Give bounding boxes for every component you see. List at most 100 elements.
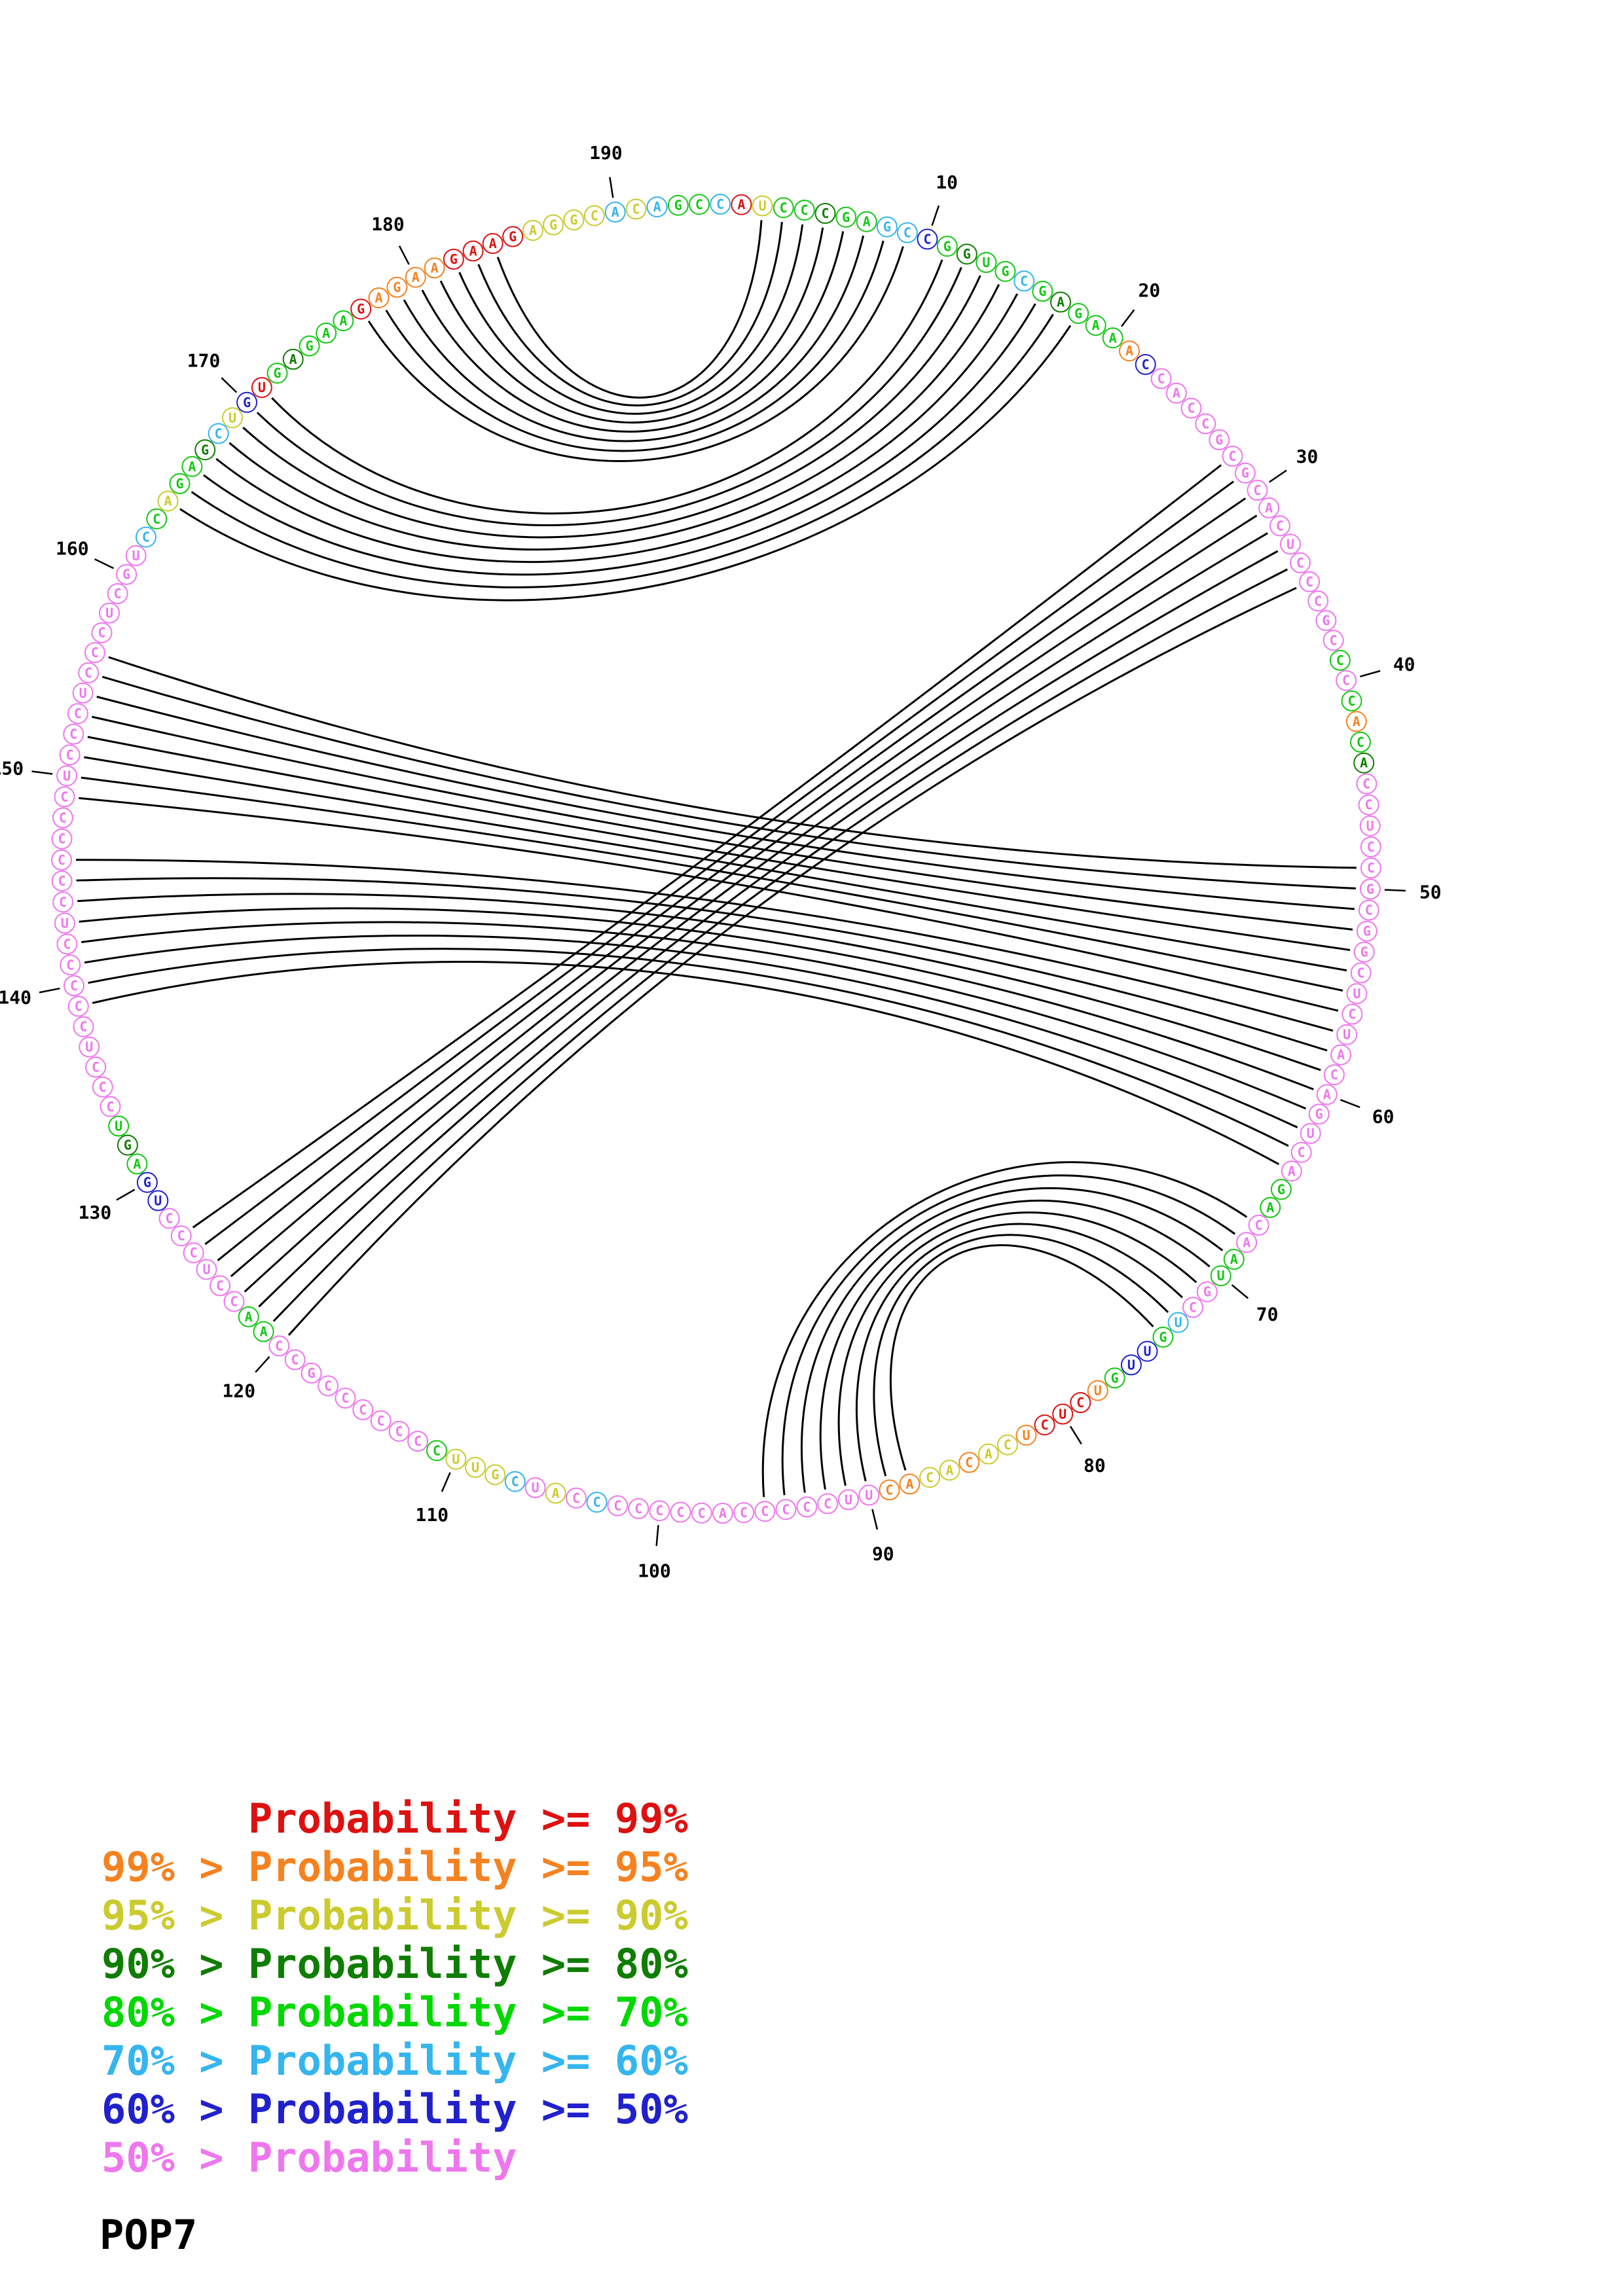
nucleotide-letter: G [549,217,557,233]
nucleotide-circle [876,216,898,238]
nucleotide-circle [333,310,354,332]
nucleotide-letter: C [74,706,82,721]
nucleotide-circle [368,287,390,309]
nucleotide-letter: C [740,1505,748,1520]
nucleotide-letter: G [1203,1284,1211,1300]
nucleotide-letter: G [1074,306,1082,321]
nucleotide-circle [1350,962,1372,984]
nucleotide-letter: C [377,1413,385,1429]
nucleotide-letter: U [865,1487,873,1503]
pair-arc [96,696,1355,910]
nucleotide-letter: A [1337,1047,1345,1063]
nucleotide-letter: U [452,1452,460,1467]
pair-arc [856,1223,1184,1482]
pair-arc [191,314,1054,588]
nucleotide-circle [136,1172,158,1193]
nucleotide-circle [284,1349,306,1371]
nucleotide-circle [835,206,857,228]
nucleotide-letter: U [1127,1357,1135,1372]
nucleotide-letter: A [245,1309,253,1325]
nucleotide-letter: G [1215,432,1223,448]
nucleotide-circle [318,1375,339,1397]
nucleotide-circle [407,1431,429,1452]
nucleotide-circle [335,1388,356,1409]
nucleotide-circle [183,1242,204,1264]
nucleotide-circle [917,228,938,250]
nucleotide-letter: A [412,270,420,285]
legend-item-1: 99% > Probability >= 95% [101,1843,688,1891]
nucleotide-letter: C [824,1496,831,1511]
position-label: 60 [1372,1105,1395,1127]
nucleotide-circle [238,1306,259,1327]
nucleotide-circle [426,1440,447,1462]
nucleotide-circle [181,456,203,477]
nucleotide-letter: C [99,1079,107,1095]
nucleotide-letter: G [1159,1329,1167,1345]
pair-arc [819,1199,1211,1490]
nucleotide-letter: C [75,999,82,1014]
nucleotide-letter: U [1143,1344,1151,1359]
nucleotide-circle [604,202,626,223]
nucleotide-circle [117,1134,138,1156]
nucleotide-circle [1195,413,1216,435]
nucleotide-letter: U [1059,1407,1067,1422]
legend-item-3: 90% > Probability >= 80% [101,1940,688,1988]
nucleotide-letter: A [529,223,537,238]
nucleotide-letter: G [357,301,365,317]
nucleotide-circle [1050,291,1071,313]
pair-arc [88,948,1289,1147]
nucleotide-letter: C [632,202,640,217]
nucleotide-circle [1353,941,1375,963]
nucleotide-circle [1104,1367,1125,1389]
nucleotide-circle [1234,462,1256,484]
pair-arc [79,797,1339,1012]
nucleotide-letter: C [92,1060,100,1075]
pair-arc [477,222,783,406]
nucleotide-circle [59,744,81,766]
nucleotide-circle [1353,752,1375,774]
nucleotide-circle [1350,731,1371,753]
nucleotide-letter: G [1366,881,1374,897]
pair-arc [215,293,1019,564]
nucleotide-letter: A [1323,1086,1331,1102]
nucleotide-circle [837,1489,859,1511]
nucleotide-letter: C [698,1505,706,1521]
nucleotide-circle [524,1477,546,1498]
nucleotide-letter: G [491,1467,499,1482]
nucleotide-letter: C [1296,555,1304,571]
nucleotide-letter: G [963,246,971,262]
nucleotide-circle [1236,1232,1258,1253]
nucleotide-circle [169,473,191,494]
nucleotide-circle [1013,270,1035,292]
nucleotide-circle [84,642,105,664]
nucleotide-letter: C [106,1099,114,1115]
position-label: 30 [1296,446,1319,467]
nucleotide-circle [316,322,337,344]
nucleotide-letter: A [611,204,619,220]
nucleotide-letter: G [883,219,891,235]
pair-arc [84,934,1298,1128]
position-label: 160 [56,538,89,560]
pair-arc [81,921,1307,1110]
nucleotide-letter: C [63,936,71,952]
position-tick [1268,469,1287,483]
nucleotide-letter: G [306,338,314,354]
nucleotide-circle [775,1499,797,1520]
legend-item-6: 60% > Probability >= 50% [101,2085,688,2133]
nucleotide-circle [563,209,585,230]
nucleotide-circle [1341,690,1362,711]
nucleotide-circle [125,545,147,566]
nucleotide-letter: A [1173,386,1180,401]
pair-arc [272,568,1288,1322]
nucleotide-letter: U [1343,1027,1351,1043]
position-label: 80 [1084,1454,1106,1476]
position-tick [116,1189,136,1201]
nucleotide-letter: C [634,1501,642,1516]
nucleotide-circle [1346,983,1368,1005]
pair-arc [79,907,1314,1090]
nucleotide-circle [1258,497,1280,518]
nucleotide-letter: U [115,1119,122,1134]
nucleotide-circle [299,335,320,357]
nucleotide-letter: C [903,225,911,241]
position-tick [94,558,114,569]
